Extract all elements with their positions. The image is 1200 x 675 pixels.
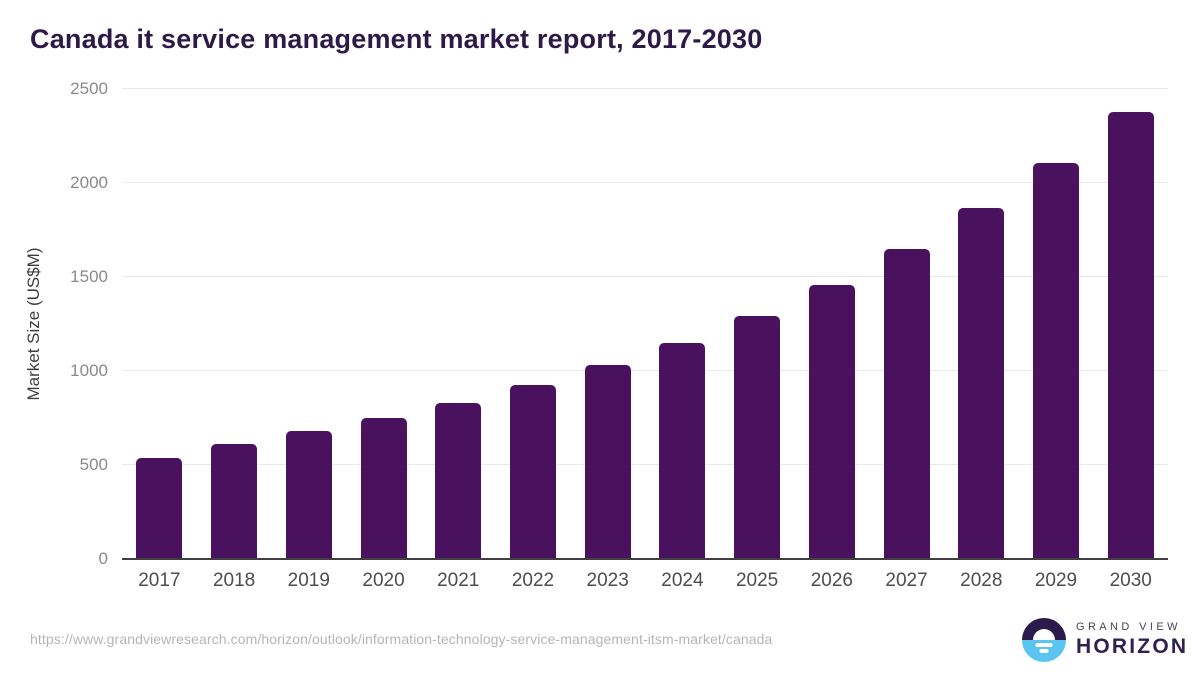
- bar-2029: [1032, 163, 1079, 559]
- gridline-500: [122, 464, 1168, 465]
- bar-2022: [509, 385, 556, 559]
- bar-2023: [584, 365, 631, 559]
- bar-cell-2025: [720, 89, 795, 559]
- x-tick-label-2019: 2019: [287, 570, 330, 591]
- bar-2020: [360, 418, 407, 559]
- y-tick-label-2000: 2000: [70, 173, 108, 192]
- logo-reflection-bar-2: [1039, 649, 1049, 653]
- logo-sun-dome: [1033, 629, 1055, 640]
- x-tick-label-2025: 2025: [735, 570, 779, 591]
- bar-2021: [435, 402, 482, 559]
- x-tick-label-2030: 2030: [1109, 570, 1152, 591]
- y-tick-label-1500: 1500: [70, 267, 108, 286]
- bar-cell-2020: [346, 89, 421, 559]
- bar-cell-2021: [421, 89, 496, 559]
- bar-2026: [808, 284, 855, 559]
- bar-cell-2030: [1093, 89, 1168, 559]
- bar-cell-2017: [122, 89, 197, 559]
- x-tick-label-2020: 2020: [362, 570, 405, 591]
- x-axis-labels: 2017 2018 2019 2020 2021 2022 2023 2024 2025 2026…: [122, 570, 1168, 592]
- y-tick-label-500: 500: [79, 455, 108, 474]
- x-tick-label-2026: 2026: [810, 570, 853, 591]
- page-title: Canada it service management market repo…: [30, 24, 763, 54]
- bar-cell-2024: [645, 89, 720, 559]
- brand-text: GRAND VIEW HORIZON: [1076, 621, 1188, 659]
- bar-2028: [958, 208, 1005, 559]
- bar-2019: [285, 431, 332, 559]
- x-tick-label-2017: 2017: [138, 570, 181, 591]
- bar-cell-2027: [869, 89, 944, 559]
- gridline-2500: [122, 88, 1168, 89]
- bar-cell-2028: [944, 89, 1019, 559]
- x-tick-label-2023: 2023: [586, 570, 629, 591]
- y-tick-label-0: 0: [98, 549, 108, 568]
- brand-name-grand-view: GRAND VIEW: [1076, 621, 1181, 633]
- x-tick-label-2028: 2028: [960, 570, 1003, 591]
- bar-2024: [659, 342, 706, 559]
- bar-cell-2029: [1019, 89, 1094, 559]
- grand-view-horizon-logo-icon: [1022, 618, 1066, 662]
- x-tick-label-2024: 2024: [661, 570, 704, 591]
- bar-2018: [211, 444, 258, 559]
- bar-2025: [734, 315, 781, 559]
- y-axis-title: Market Size (US$M): [24, 247, 43, 401]
- x-tick-label-2018: 2018: [212, 570, 256, 591]
- gridline-2000: [122, 182, 1168, 183]
- x-axis-line: [122, 558, 1168, 560]
- bar-cell-2023: [570, 89, 645, 559]
- brand-logo: GRAND VIEW HORIZON: [1022, 618, 1188, 662]
- bar-cell-2019: [271, 89, 346, 559]
- source-url: https://www.grandviewresearch.com/horizo…: [30, 631, 773, 647]
- x-tick-label-2029: 2029: [1034, 570, 1078, 591]
- x-tick-label-2021: 2021: [437, 570, 480, 591]
- x-tick-label-2027: 2027: [885, 570, 928, 591]
- x-tick-label-2022: 2022: [511, 570, 555, 591]
- bar-chart-plot-area: Market Size (US$M) 0 500 1000 1500 2000 2500 …: [24, 79, 1168, 591]
- bar-cell-2018: [197, 89, 272, 559]
- y-tick-label-2500: 2500: [70, 79, 108, 98]
- y-tick-label-1000: 1000: [70, 361, 108, 380]
- bar-2030: [1107, 111, 1154, 559]
- gridline-1000: [122, 370, 1168, 371]
- brand-name-horizon: HORIZON: [1076, 635, 1189, 658]
- bar-cell-2026: [794, 89, 869, 559]
- bar-2027: [883, 248, 930, 559]
- gridline-1500: [122, 276, 1168, 277]
- bars-layer: [122, 89, 1168, 559]
- logo-reflection-bar-1: [1035, 643, 1053, 647]
- bar-cell-2022: [496, 89, 571, 559]
- bar-2017: [136, 457, 183, 559]
